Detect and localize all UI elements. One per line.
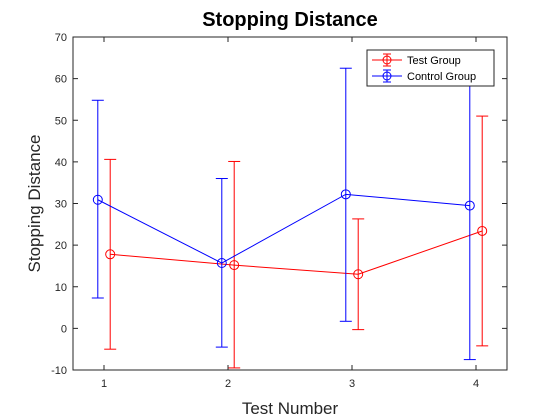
axes: 1 2 3 4 -10 0 10 20 30 40 50 60 70 [51, 32, 508, 390]
y-tick-label: 40 [55, 157, 67, 169]
data-point [105, 249, 116, 260]
data-point [340, 189, 351, 200]
data-point [216, 258, 227, 269]
series-line [110, 230, 483, 275]
series-line [97, 193, 470, 264]
data-point [464, 200, 475, 211]
x-tick-label: 2 [225, 378, 231, 390]
legend-item: Test Group [372, 53, 461, 67]
x-axis-label: Test Number [242, 399, 339, 418]
y-tick-label: 30 [55, 199, 67, 211]
x-tick-label: 3 [349, 378, 355, 390]
data-point [353, 269, 364, 280]
x-tick-label: 4 [473, 378, 479, 390]
data-point [477, 225, 488, 236]
legend: Test Group Control Group [366, 49, 495, 87]
y-tick-label: 0 [61, 323, 67, 335]
y-tick-label: 50 [55, 115, 67, 127]
data-point [92, 194, 103, 205]
x-tick-label: 1 [101, 378, 107, 390]
legend-marker [382, 55, 392, 65]
y-tick-label: 20 [55, 240, 67, 252]
chart-title: Stopping Distance [202, 9, 378, 31]
series-test-group [104, 115, 489, 369]
y-tick-label: 10 [55, 282, 67, 294]
y-tick-label: -10 [51, 365, 67, 377]
legend-label: Control Group [407, 71, 476, 83]
y-tick-label: 60 [55, 74, 67, 86]
legend-marker [382, 71, 392, 81]
series-control-group [91, 67, 476, 361]
plot-area [91, 67, 489, 369]
legend-item: Control Group [372, 69, 476, 83]
legend-label: Test Group [407, 55, 461, 67]
y-axis-label: Stopping Distance [25, 135, 44, 273]
data-point [229, 260, 240, 271]
y-tick-label: 70 [55, 32, 67, 44]
